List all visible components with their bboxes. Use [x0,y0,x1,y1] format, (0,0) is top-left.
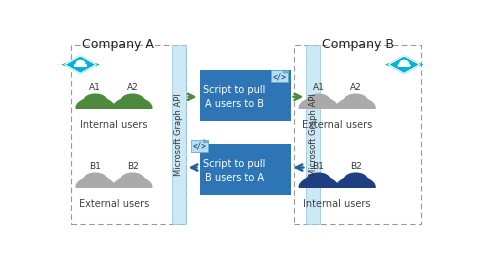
Circle shape [76,60,84,65]
Circle shape [84,94,107,107]
Text: A2: A2 [127,83,138,93]
Text: B2: B2 [350,163,361,171]
Circle shape [345,94,367,107]
Polygon shape [388,56,420,73]
Text: Script to pull
B users to A: Script to pull B users to A [203,159,265,183]
FancyBboxPatch shape [306,45,321,224]
Text: B1: B1 [89,163,101,171]
FancyBboxPatch shape [200,144,290,195]
Text: B2: B2 [127,163,138,171]
Text: </>: </> [192,142,206,151]
Circle shape [400,60,408,65]
Polygon shape [299,97,338,108]
Circle shape [307,94,330,107]
Text: Internal users: Internal users [80,120,148,130]
Circle shape [121,94,144,107]
Text: A1: A1 [312,83,324,93]
Text: Microsoft Graph API: Microsoft Graph API [174,93,183,176]
Polygon shape [204,140,208,142]
Text: Script to pull
A users to B: Script to pull A users to B [203,85,265,109]
Polygon shape [336,97,375,108]
FancyBboxPatch shape [191,140,208,152]
Text: Internal users: Internal users [303,199,371,209]
Text: A2: A2 [350,83,361,93]
Circle shape [345,173,367,185]
Circle shape [307,173,330,185]
Polygon shape [76,177,115,187]
Polygon shape [76,97,115,108]
Text: Company A: Company A [82,38,154,51]
Text: Company B: Company B [322,38,394,51]
Text: B1: B1 [312,163,324,171]
Polygon shape [299,177,338,187]
FancyBboxPatch shape [200,70,290,121]
Circle shape [121,173,144,185]
Text: </>: </> [273,72,287,81]
Text: A1: A1 [89,83,101,93]
Text: External users: External users [302,120,372,130]
Circle shape [84,173,107,185]
Polygon shape [284,70,288,73]
Polygon shape [336,177,375,187]
FancyBboxPatch shape [271,70,288,82]
FancyBboxPatch shape [172,45,186,224]
Polygon shape [74,63,86,66]
Text: Microsoft Graph API: Microsoft Graph API [309,93,318,176]
Polygon shape [398,63,410,66]
Polygon shape [113,177,152,187]
Polygon shape [113,97,152,108]
Text: External users: External users [79,199,149,209]
Polygon shape [65,56,96,73]
